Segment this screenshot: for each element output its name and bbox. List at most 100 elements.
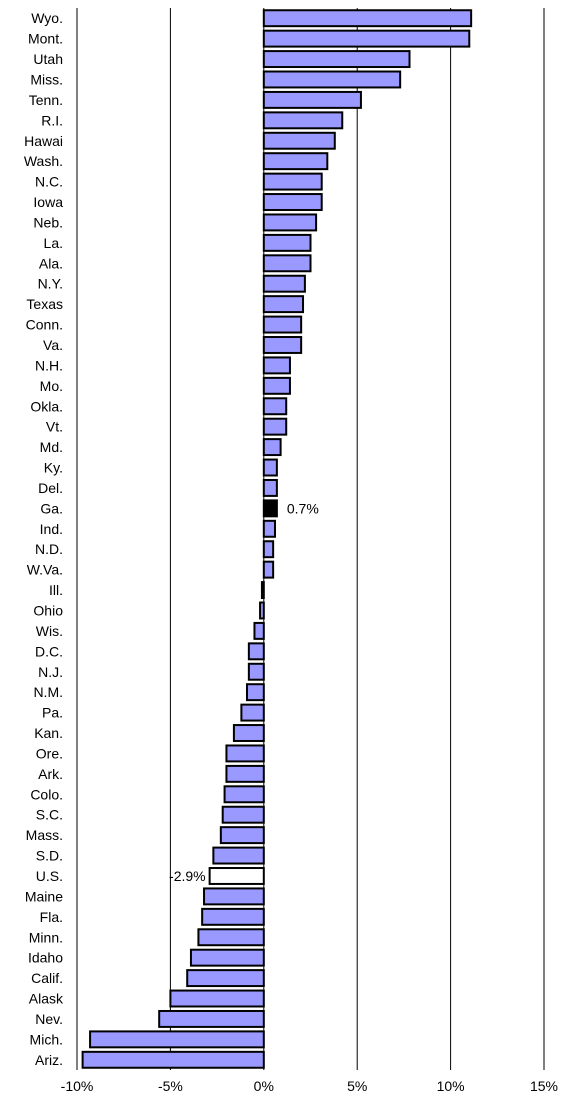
bar-wyo: [262, 9, 473, 28]
bar-ri: [262, 111, 344, 130]
data-label: -2.9%: [169, 868, 206, 884]
category-label: Iowa: [33, 194, 63, 210]
category-label: Ala.: [39, 255, 63, 271]
bar-mont: [262, 29, 471, 48]
x-tick-label: 0%: [254, 1078, 274, 1094]
category-label: La.: [44, 235, 63, 251]
category-label: N.H.: [35, 357, 63, 373]
category-label: Neb.: [33, 214, 63, 230]
category-label: Colo.: [30, 786, 63, 802]
category-label: Pa.: [42, 705, 63, 721]
category-label: D.C.: [35, 643, 63, 659]
bar-mich: [89, 1030, 265, 1049]
bar-kan: [232, 724, 265, 742]
category-label: Ark.: [38, 766, 63, 782]
x-tick-label: 15%: [530, 1078, 558, 1094]
bar-texas: [262, 295, 305, 314]
category-label: R.I.: [41, 112, 63, 128]
category-label: Ga.: [40, 500, 63, 516]
category-label: Ore.: [36, 745, 63, 761]
category-label: Wash.: [24, 153, 63, 169]
data-labels: 0.7% -2.9%: [169, 500, 319, 884]
category-label: U.S.: [36, 868, 63, 884]
category-label: Miss.: [30, 71, 63, 87]
category-label: S.C.: [36, 807, 63, 823]
category-label: S.D.: [36, 848, 63, 864]
bar-ind: [262, 519, 277, 538]
bar-wash: [262, 152, 329, 171]
bar-tenn: [262, 90, 362, 109]
category-label: N.Y.: [38, 276, 63, 292]
bar-vt: [262, 417, 288, 436]
category-label: Ohio: [33, 602, 63, 618]
category-label: Ariz.: [35, 1052, 63, 1068]
bar-maine: [203, 887, 265, 906]
bar-ny: [262, 274, 306, 293]
category-label: N.C.: [35, 174, 63, 190]
bar-fla: [201, 907, 265, 926]
category-label: Wyo.: [31, 10, 63, 26]
bar-pa: [240, 703, 265, 722]
category-label: Mass.: [26, 827, 63, 843]
bar-nh: [262, 356, 291, 375]
category-label: Wis.: [36, 623, 63, 639]
bar-dc: [247, 642, 265, 661]
category-label: Vt.: [46, 419, 63, 435]
bar-conn: [262, 315, 303, 334]
category-label: Mont.: [28, 31, 63, 47]
bar-alask: [169, 989, 265, 1008]
category-label: Fla.: [40, 909, 63, 925]
bar-colo: [223, 785, 265, 804]
bar-miss: [262, 70, 402, 89]
category-label: Kan.: [34, 725, 63, 741]
category-label: Nev.: [35, 1011, 63, 1027]
bar-va: [262, 336, 303, 354]
bar-ga: [262, 499, 278, 518]
category-label: Maine: [25, 888, 63, 904]
bar-neb: [262, 213, 318, 232]
x-tick-label: 5%: [347, 1078, 367, 1094]
bar-utah: [262, 50, 411, 69]
x-tick-label: -10%: [61, 1078, 94, 1094]
bar-ky: [262, 458, 278, 477]
category-label: N.D.: [35, 541, 63, 557]
bar-okla: [262, 397, 288, 416]
category-label: Va.: [43, 337, 63, 353]
bar-mo: [262, 376, 291, 395]
category-label: Tenn.: [29, 92, 63, 108]
category-label: Utah: [33, 51, 63, 67]
bar-hawai: [262, 131, 336, 150]
category-label: Ind.: [40, 521, 63, 537]
category-label: Del.: [38, 480, 63, 496]
x-axis-tick-labels: -10% -5% 0% 5% 10% 15%: [61, 1078, 558, 1094]
bar-ariz: [81, 1050, 265, 1069]
bar-nc: [262, 172, 323, 191]
bar-idaho: [189, 948, 265, 967]
bars: [81, 9, 473, 1069]
x-tick-label: -5%: [158, 1078, 183, 1094]
category-label: Hawai: [24, 133, 63, 149]
bar-nd: [262, 540, 275, 559]
bar-ark: [225, 764, 265, 783]
category-label: Ill.: [49, 582, 63, 598]
bar-ohio: [259, 601, 265, 620]
category-label: N.J.: [38, 664, 63, 680]
category-label: Okla.: [30, 398, 63, 414]
category-label: Idaho: [28, 950, 63, 966]
bar-wis: [253, 621, 265, 640]
bar-ala: [262, 254, 312, 273]
bar-minn: [197, 928, 265, 947]
category-label: Ky.: [44, 460, 63, 476]
category-label: Minn.: [29, 929, 63, 945]
bar-nm: [245, 683, 265, 702]
bar-calif: [186, 969, 265, 988]
category-label: W.Va.: [27, 562, 63, 578]
data-label: 0.7%: [287, 500, 319, 516]
bar-us: [208, 867, 265, 885]
category-label: N.M.: [33, 684, 63, 700]
bar-iowa: [262, 193, 323, 211]
bar-md: [262, 438, 282, 457]
category-label: Md.: [40, 439, 63, 455]
bar-sd: [212, 846, 265, 865]
